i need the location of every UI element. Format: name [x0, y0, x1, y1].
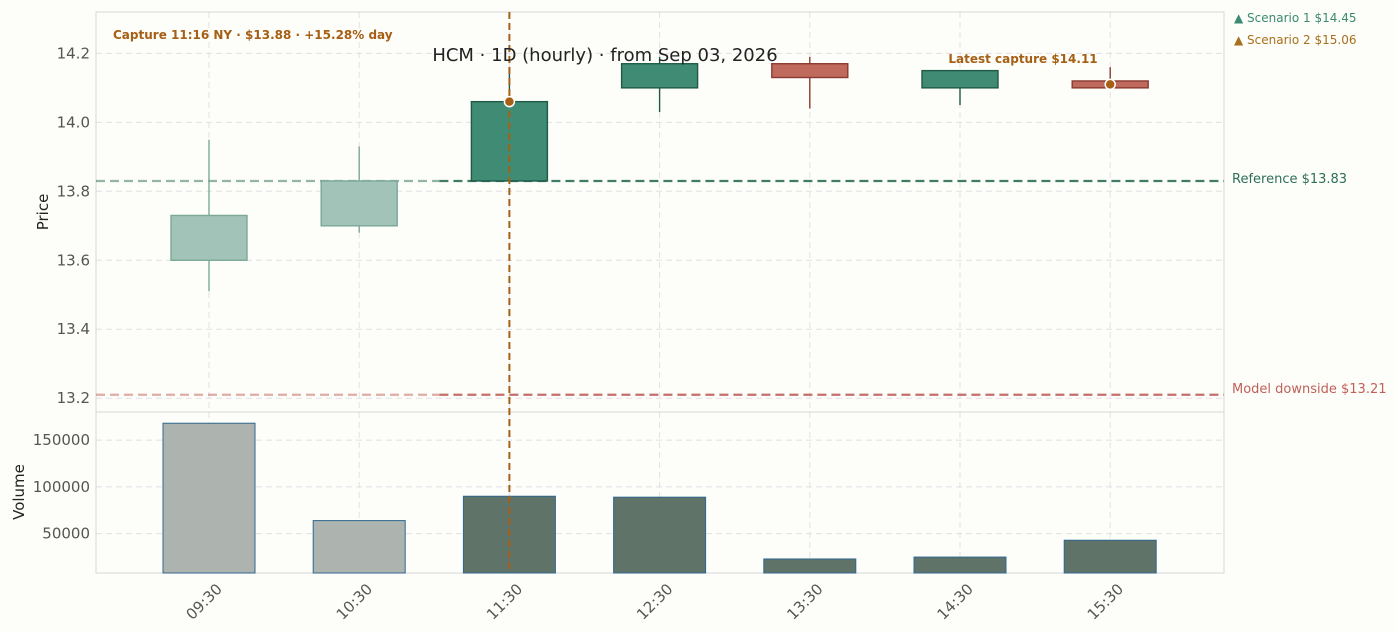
x-tick-label: 15:30 — [1084, 580, 1127, 623]
x-tick-label: 09:30 — [183, 580, 226, 623]
candle-body — [771, 63, 849, 79]
price-tick-label: 13.4 — [57, 320, 90, 338]
legend-scenario-1: ▲ Scenario 1 $14.45 — [1234, 11, 1356, 25]
capture-marker — [503, 95, 516, 108]
price-tick-label: 13.2 — [57, 389, 90, 407]
price-tick-label: 13.6 — [57, 251, 90, 269]
legend-scenario-2: ▲ Scenario 2 $15.06 — [1234, 33, 1356, 47]
volume-tick-label: 150000 — [33, 431, 90, 449]
labels: HCM · 1D (hourly) · from Sep 03, 2026 Pr… — [10, 11, 1387, 520]
candle-body — [170, 214, 248, 261]
latest-capture-marker — [1104, 78, 1116, 91]
reference-lines — [96, 179, 1224, 396]
x-tick-label: 11:30 — [483, 580, 526, 623]
latest-capture-note: Latest capture $14.11 — [948, 52, 1097, 66]
candle-body — [620, 63, 699, 89]
volume-bar — [913, 556, 1007, 574]
candle-body — [320, 180, 398, 227]
price-tick-label: 13.8 — [57, 182, 90, 200]
volume-tick-label: 50000 — [42, 525, 90, 543]
price-tick-label: 14.0 — [57, 113, 90, 131]
volume-tick-label: 100000 — [33, 478, 90, 496]
x-tick-label: 13:30 — [783, 580, 826, 623]
chart-title: HCM · 1D (hourly) · from Sep 03, 2026 — [432, 45, 777, 66]
x-tick-label: 10:30 — [333, 580, 376, 623]
volume-bar — [312, 520, 406, 574]
volume-bars — [162, 422, 1157, 574]
x-tick-label: 12:30 — [633, 580, 676, 623]
x-tick-label: 14:30 — [934, 580, 977, 623]
volume-axis-label: Volume — [10, 464, 28, 520]
volume-bar — [613, 496, 707, 574]
price-tick-label: 14.2 — [57, 44, 90, 62]
volume-bar — [162, 422, 256, 574]
capture-note: Capture 11:16 NY · $13.88 · +15.28% day — [113, 28, 393, 42]
downside-line-label: Model downside $13.21 — [1232, 382, 1387, 397]
reference-line-label: Reference $13.83 — [1232, 172, 1347, 187]
candle-body — [921, 69, 999, 89]
volume-bar — [763, 558, 857, 574]
price-axis-label: Price — [34, 194, 52, 231]
volume-bar — [1063, 539, 1157, 574]
markers — [503, 12, 1116, 573]
